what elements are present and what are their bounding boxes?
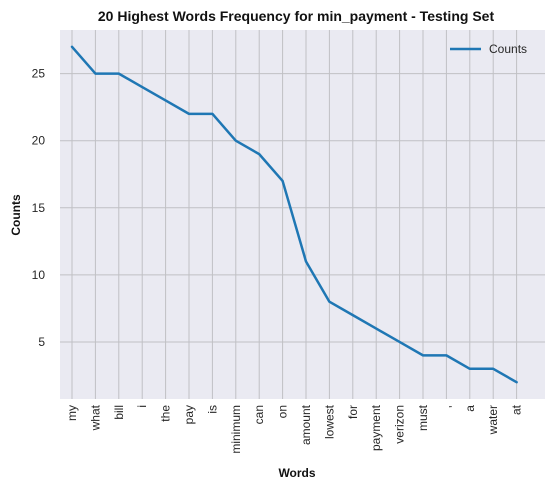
y-gridlines	[60, 73, 545, 343]
x-tick-label: amount	[299, 404, 313, 445]
y-tick-labels: 5 10 15 20 25	[32, 67, 46, 349]
series-layer	[70, 45, 518, 384]
x-tick-label: at	[510, 404, 524, 415]
legend-label-counts: Counts	[489, 42, 527, 56]
x-tick-label: my	[65, 405, 79, 421]
x-tick-label: the	[159, 405, 173, 422]
x-tick-label: can	[252, 405, 266, 424]
x-axis-label: Words	[278, 466, 315, 480]
legend: Counts	[450, 42, 527, 56]
x-tick-label: is	[205, 405, 219, 414]
y-tick-label: 5	[38, 335, 45, 349]
x-tick-label: ,	[439, 405, 453, 408]
x-tick-label: water	[486, 405, 500, 435]
x-tick-label: bill	[112, 405, 126, 420]
chart-title: 20 Highest Words Frequency for min_payme…	[98, 8, 495, 24]
x-tick-label: lowest	[322, 404, 336, 439]
y-tick-label: 20	[32, 134, 46, 148]
series-line-counts	[70, 45, 518, 384]
y-axis-label: Counts	[9, 194, 23, 236]
x-tick-label: on	[276, 405, 290, 418]
x-tick-label: minimum	[229, 405, 243, 454]
x-tick-label: pay	[182, 405, 196, 424]
x-tick-label: what	[88, 404, 102, 431]
x-tick-labels: my what bill i the pay is minimum can on amount low…	[65, 404, 524, 453]
plot-area	[60, 30, 545, 399]
x-tick-label: i	[135, 405, 149, 408]
x-tick-label: must	[416, 404, 430, 431]
x-tick-label: for	[346, 405, 360, 419]
y-tick-label: 25	[32, 67, 46, 81]
x-tick-label: verizon	[393, 405, 407, 444]
y-tick-label: 15	[32, 201, 46, 215]
x-tick-label: payment	[369, 404, 383, 451]
y-tick-label: 10	[32, 268, 46, 282]
x-gridlines	[71, 30, 518, 399]
x-tick-label: a	[463, 405, 477, 412]
